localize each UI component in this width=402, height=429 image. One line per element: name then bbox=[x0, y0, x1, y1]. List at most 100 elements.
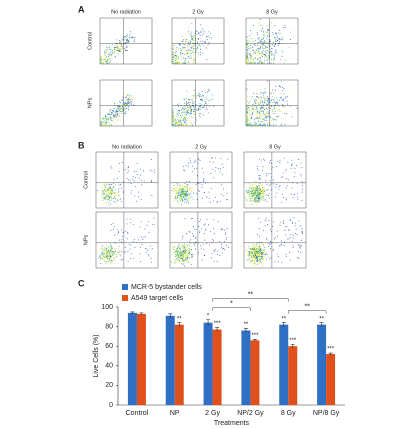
flow-dot bbox=[254, 122, 256, 124]
flow-dot bbox=[179, 253, 180, 255]
flow-dot bbox=[105, 250, 107, 252]
flow-dot bbox=[254, 100, 256, 102]
flow-dot bbox=[199, 34, 201, 36]
flow-dot bbox=[180, 256, 182, 258]
flow-dot bbox=[272, 62, 274, 64]
flow-dot bbox=[260, 105, 262, 107]
flow-dot bbox=[207, 43, 209, 45]
flow-dot bbox=[277, 36, 278, 38]
flow-dot bbox=[171, 196, 173, 198]
flow-dot bbox=[181, 189, 183, 191]
flow-dot bbox=[262, 105, 264, 107]
flow-dot bbox=[246, 200, 248, 202]
flow-dot bbox=[298, 159, 300, 160]
flow-dot bbox=[194, 58, 196, 59]
flow-dot bbox=[104, 119, 106, 121]
flow-dot bbox=[195, 241, 197, 243]
flow-dot bbox=[113, 252, 115, 254]
flow-dot bbox=[247, 95, 248, 97]
flow-dot bbox=[254, 105, 256, 107]
flow-dot bbox=[214, 170, 216, 172]
flow-dot bbox=[127, 172, 129, 174]
flow-dot bbox=[107, 118, 109, 120]
flow-dot bbox=[109, 258, 111, 260]
flow-dot bbox=[111, 167, 113, 169]
flow-dot bbox=[185, 255, 187, 257]
flow-dot bbox=[253, 257, 255, 259]
y-tick-label: 20 bbox=[105, 382, 113, 389]
flow-dot bbox=[117, 232, 119, 233]
flow-dot bbox=[179, 247, 181, 249]
flow-dot bbox=[154, 169, 155, 171]
flow-dot bbox=[195, 229, 197, 231]
flow-dot bbox=[191, 114, 193, 115]
flow-dot bbox=[120, 45, 122, 47]
flow-dot bbox=[256, 243, 258, 245]
flow-dot bbox=[263, 111, 265, 113]
flow-dot bbox=[105, 60, 107, 62]
flow-dot bbox=[189, 256, 190, 258]
flow-dot bbox=[272, 249, 274, 251]
flow-plot bbox=[171, 79, 225, 127]
flow-dot bbox=[184, 44, 186, 46]
flow-dot bbox=[189, 40, 191, 42]
flow-dot bbox=[246, 60, 248, 62]
flow-dot bbox=[184, 257, 186, 259]
flow-dot bbox=[208, 37, 210, 39]
flow-dot bbox=[255, 251, 257, 252]
flow-dot bbox=[112, 252, 114, 254]
legend-label: A549 target cells bbox=[131, 295, 184, 302]
flow-dot bbox=[115, 191, 117, 193]
flow-dot bbox=[185, 114, 187, 116]
flow-dot bbox=[189, 231, 191, 233]
flow-dot bbox=[258, 124, 260, 126]
flow-dot bbox=[111, 251, 113, 253]
flow-dot bbox=[282, 197, 284, 198]
flow-dot bbox=[249, 248, 251, 249]
flow-dot bbox=[103, 192, 105, 194]
x-tick-label: Control bbox=[126, 410, 149, 417]
flow-dot bbox=[106, 46, 107, 48]
flow-dot bbox=[107, 114, 109, 116]
flow-dot bbox=[262, 31, 264, 33]
flow-dot bbox=[270, 248, 271, 250]
flow-dot bbox=[258, 102, 260, 104]
flow-dot bbox=[261, 190, 263, 192]
flow-dot bbox=[263, 118, 265, 120]
flow-dot bbox=[189, 119, 191, 121]
flow-dot bbox=[257, 38, 259, 40]
flow-dot bbox=[127, 102, 129, 104]
flow-dot bbox=[263, 96, 265, 98]
flow-dot bbox=[188, 99, 190, 101]
flow-dot bbox=[110, 199, 112, 201]
flow-dot bbox=[105, 252, 107, 254]
flow-dot bbox=[200, 219, 202, 221]
flow-dot bbox=[109, 61, 111, 63]
flow-dot bbox=[120, 259, 122, 261]
flow-dot bbox=[182, 263, 184, 265]
flow-dot bbox=[113, 257, 115, 259]
flow-dot bbox=[104, 199, 106, 201]
flow-dot bbox=[182, 55, 184, 57]
flow-dot bbox=[176, 193, 177, 195]
flow-dot bbox=[109, 260, 111, 262]
flow-dot bbox=[203, 114, 204, 116]
flow-dot bbox=[301, 189, 303, 190]
flow-dot bbox=[196, 175, 198, 177]
flow-dot bbox=[278, 105, 280, 107]
flow-dot bbox=[220, 193, 222, 195]
flow-dot bbox=[254, 197, 256, 199]
flow-dot bbox=[108, 252, 110, 254]
flow-dot bbox=[274, 261, 276, 263]
flow-dot bbox=[115, 113, 117, 115]
flow-dot bbox=[206, 98, 208, 100]
flow-dot bbox=[172, 115, 174, 117]
flow-dot bbox=[98, 255, 100, 257]
flow-dot bbox=[260, 114, 262, 115]
flow-dot bbox=[260, 40, 262, 42]
flow-dot bbox=[181, 124, 183, 126]
flow-dot bbox=[175, 58, 177, 60]
flow-dot bbox=[187, 200, 189, 202]
flow-dot bbox=[115, 113, 117, 115]
flow-dot bbox=[257, 198, 258, 200]
